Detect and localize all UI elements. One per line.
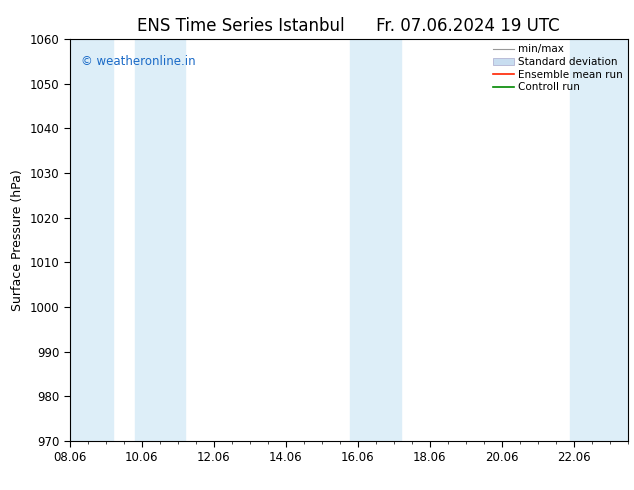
Bar bbox=[351, 39, 401, 441]
Text: © weatheronline.in: © weatheronline.in bbox=[81, 55, 195, 68]
Bar bbox=[70, 39, 113, 441]
Y-axis label: Surface Pressure (hPa): Surface Pressure (hPa) bbox=[11, 169, 24, 311]
Legend: min/max, Standard deviation, Ensemble mean run, Controll run: min/max, Standard deviation, Ensemble me… bbox=[493, 45, 623, 92]
Bar bbox=[134, 39, 185, 441]
Title: ENS Time Series Istanbul      Fr. 07.06.2024 19 UTC: ENS Time Series Istanbul Fr. 07.06.2024 … bbox=[138, 17, 560, 35]
Bar bbox=[570, 39, 628, 441]
